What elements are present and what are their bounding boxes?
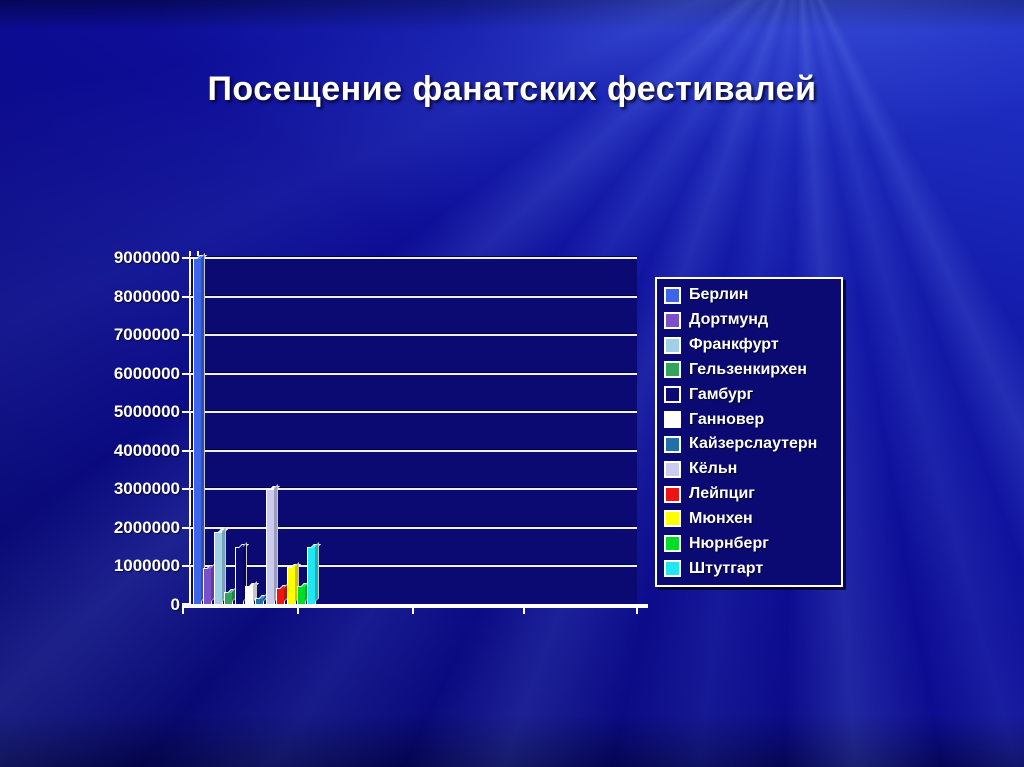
- bar-Штутгарт: [307, 542, 322, 605]
- legend-item: Франкфурт: [664, 336, 841, 354]
- x-axis-tick: [412, 607, 414, 614]
- gridline: [190, 372, 637, 375]
- bar-Ганновер: [245, 581, 259, 605]
- x-axis-tick: [182, 607, 184, 614]
- legend-label: Кайзерслаутерн: [689, 435, 818, 453]
- bar-Мюнхен: [286, 562, 301, 605]
- legend-item: Кёльн: [664, 460, 841, 478]
- legend-swatch: [664, 311, 681, 329]
- y-axis-tick: [182, 565, 190, 568]
- y-axis-tick: [182, 295, 190, 298]
- y-axis-line: [189, 251, 191, 608]
- bar-Лейпциг: [276, 583, 291, 605]
- legend-label: Гельзенкирхен: [689, 360, 807, 378]
- gridline: [190, 565, 637, 568]
- legend-label: Дортмунд: [689, 311, 769, 329]
- bar-side-face: [315, 542, 320, 602]
- gridline: [190, 334, 637, 337]
- bar-Берлин: [193, 253, 207, 605]
- gridline: [190, 488, 637, 491]
- legend: Берлин Дортмунд Франкфурт Гельзенкирхен Гамб…: [655, 277, 843, 587]
- legend-swatch: [664, 460, 681, 478]
- gridline: [190, 411, 637, 414]
- legend-item: Гельзенкирхен: [664, 361, 841, 379]
- y-axis-label: 0: [170, 595, 180, 614]
- y-axis-tick: [182, 334, 190, 337]
- legend-label: Мюнхен: [689, 509, 753, 527]
- gridline: [190, 295, 637, 298]
- gridline: [190, 526, 637, 529]
- legend-item: Штутгарт: [664, 560, 841, 578]
- chart-title: Посещение фанатских фестивалей: [207, 70, 817, 108]
- bar-Франкфурт: [213, 527, 228, 605]
- legend-label: Кёльн: [689, 460, 738, 478]
- bar-Дортмунд: [203, 563, 218, 605]
- legend-item: Лейпциг: [664, 485, 841, 503]
- legend-label: Нюрнберг: [689, 534, 769, 552]
- y-axis-label: 5000000: [113, 402, 180, 422]
- bar-side-face: [273, 484, 278, 602]
- legend-item: Нюрнберг: [664, 535, 841, 553]
- legend-swatch: [664, 386, 681, 404]
- gridline: [190, 449, 637, 452]
- legend-item: Мюнхен: [664, 510, 841, 528]
- plot-area: [182, 251, 648, 614]
- bar-side-face: [221, 527, 226, 602]
- legend-label: Лейпциг: [689, 485, 755, 503]
- y-axis-tick: [182, 372, 190, 375]
- legend-swatch: [664, 535, 681, 553]
- legend-swatch: [664, 336, 681, 354]
- legend-item: Гамбург: [664, 386, 841, 404]
- y-axis-tick: [182, 526, 190, 529]
- legend-swatch: [664, 411, 681, 429]
- y-axis-label: 3000000: [113, 479, 180, 499]
- legend-swatch: [664, 485, 681, 503]
- y-axis-label: 4000000: [113, 440, 180, 460]
- legend-swatch: [664, 560, 681, 578]
- legend-swatch: [664, 510, 681, 528]
- y-axis-label: 6000000: [113, 363, 180, 383]
- x-axis-tick: [523, 607, 525, 614]
- legend-item: Ганновер: [664, 411, 841, 429]
- legend-label: Берлин: [689, 286, 749, 304]
- y-axis-tick: [182, 257, 190, 259]
- x-axis-tick: [636, 607, 638, 614]
- bar-Гамбург: [234, 542, 249, 605]
- x-axis-tick: [297, 607, 299, 614]
- bar-side-face: [201, 253, 205, 602]
- legend-swatch: [664, 361, 681, 379]
- bar-Кёльн: [265, 484, 280, 605]
- legend-label: Штутгарт: [689, 559, 764, 577]
- y-axis-label: 7000000: [113, 325, 180, 345]
- legend-label: Гамбург: [689, 385, 754, 403]
- y-axis-label: 8000000: [113, 286, 180, 306]
- y-axis-tick: [182, 488, 190, 491]
- x-axis-floor: [182, 604, 648, 608]
- y-axis-label: 9000000: [113, 248, 180, 267]
- legend-item: Берлин: [664, 286, 841, 304]
- legend-item: Дортмунд: [664, 311, 841, 329]
- legend-item: Кайзерслаутерн: [664, 435, 841, 453]
- legend-swatch: [664, 286, 681, 304]
- legend-swatch: [664, 435, 681, 453]
- legend-label: Франкфурт: [689, 336, 779, 354]
- bar-Нюрнберг: [297, 581, 311, 605]
- legend-label: Ганновер: [689, 410, 765, 428]
- y-axis-tick: [182, 411, 190, 414]
- gridline: [190, 257, 637, 259]
- y-axis-labels: 9000000 8000000 7000000 6000000 5000000 40000…: [86, 248, 180, 614]
- y-axis-label: 2000000: [113, 517, 180, 537]
- y-axis-tick: [182, 449, 190, 452]
- y-axis-label: 1000000: [113, 556, 180, 576]
